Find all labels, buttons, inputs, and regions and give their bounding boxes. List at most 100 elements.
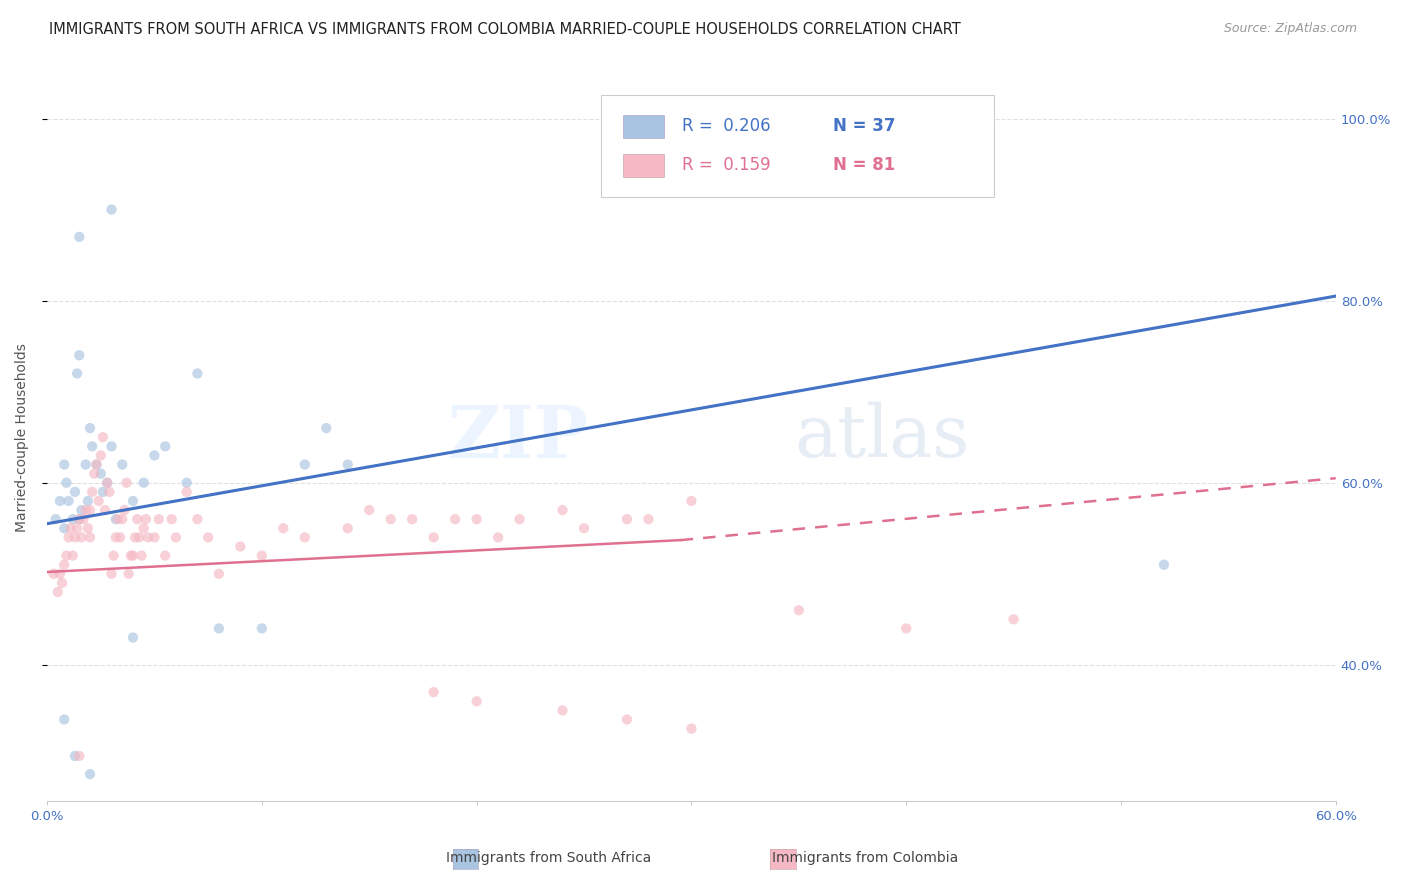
Point <box>49 494 72 508</box>
Point <box>90 449 112 463</box>
Point <box>122 631 145 645</box>
Point <box>55 475 77 490</box>
Point <box>53 558 76 572</box>
Point <box>96 475 118 490</box>
Point <box>148 512 170 526</box>
Point <box>94 503 117 517</box>
Point <box>53 458 76 472</box>
Point <box>82 484 104 499</box>
Point <box>336 521 359 535</box>
Point <box>486 530 509 544</box>
Point <box>294 530 316 544</box>
Point <box>49 566 72 581</box>
FancyBboxPatch shape <box>623 114 665 138</box>
Point <box>208 566 231 581</box>
Point <box>616 512 638 526</box>
Point <box>132 521 155 535</box>
Point <box>90 467 112 481</box>
FancyBboxPatch shape <box>623 153 665 178</box>
Point <box>79 530 101 544</box>
Point <box>153 439 176 453</box>
Point <box>176 484 198 499</box>
Point <box>681 722 703 736</box>
Point <box>103 549 125 563</box>
Point <box>107 512 129 526</box>
Point <box>336 458 359 472</box>
Point <box>136 530 159 544</box>
Text: ZIP: ZIP <box>447 401 588 473</box>
Point <box>76 521 98 535</box>
Y-axis label: Married-couple Households: Married-couple Households <box>15 343 30 532</box>
Point <box>131 549 153 563</box>
Point <box>787 603 810 617</box>
Point <box>75 458 97 472</box>
Point <box>380 512 402 526</box>
Point <box>62 512 84 526</box>
Point <box>100 439 122 453</box>
FancyBboxPatch shape <box>602 95 994 197</box>
Point <box>62 549 84 563</box>
Point <box>63 530 86 544</box>
Point <box>551 703 574 717</box>
Point <box>143 449 166 463</box>
Point <box>79 503 101 517</box>
Point <box>86 458 108 472</box>
Point <box>422 685 444 699</box>
Point <box>53 713 76 727</box>
Point <box>111 458 134 472</box>
Point <box>124 530 146 544</box>
Point <box>1002 612 1025 626</box>
Point <box>112 503 135 517</box>
Point <box>273 521 295 535</box>
Point <box>58 494 80 508</box>
Point <box>72 512 94 526</box>
Point <box>509 512 531 526</box>
Point <box>67 512 90 526</box>
Point <box>96 475 118 490</box>
Point <box>59 521 82 535</box>
Point <box>250 549 273 563</box>
Point <box>67 230 90 244</box>
Point <box>53 521 76 535</box>
Point <box>186 512 208 526</box>
Point <box>45 512 67 526</box>
Point <box>637 512 659 526</box>
Point <box>87 494 110 508</box>
Point <box>143 530 166 544</box>
Text: R =  0.206: R = 0.206 <box>682 117 770 136</box>
Point <box>42 566 65 581</box>
Point <box>67 348 90 362</box>
Point <box>637 157 659 171</box>
Point <box>58 530 80 544</box>
Point <box>91 484 114 499</box>
Point <box>91 430 114 444</box>
Point <box>572 521 595 535</box>
Point <box>115 475 138 490</box>
Point <box>294 458 316 472</box>
Point <box>118 566 141 581</box>
Text: atlas: atlas <box>794 402 970 473</box>
Point <box>122 494 145 508</box>
Text: Source: ZipAtlas.com: Source: ZipAtlas.com <box>1223 22 1357 36</box>
Point <box>108 530 131 544</box>
Point <box>128 530 150 544</box>
Point <box>79 767 101 781</box>
Point <box>67 748 90 763</box>
Point <box>250 622 273 636</box>
Point <box>100 566 122 581</box>
Point <box>681 494 703 508</box>
Point <box>197 530 219 544</box>
Text: N = 81: N = 81 <box>834 156 896 175</box>
Point <box>111 512 134 526</box>
Point <box>70 503 93 517</box>
Point <box>896 622 918 636</box>
Point <box>359 503 381 517</box>
Point <box>186 367 208 381</box>
Text: Immigrants from Colombia: Immigrants from Colombia <box>772 851 957 865</box>
Point <box>444 512 467 526</box>
Point <box>616 713 638 727</box>
Point <box>83 467 105 481</box>
Point <box>67 512 90 526</box>
Point <box>315 421 337 435</box>
Point <box>86 458 108 472</box>
